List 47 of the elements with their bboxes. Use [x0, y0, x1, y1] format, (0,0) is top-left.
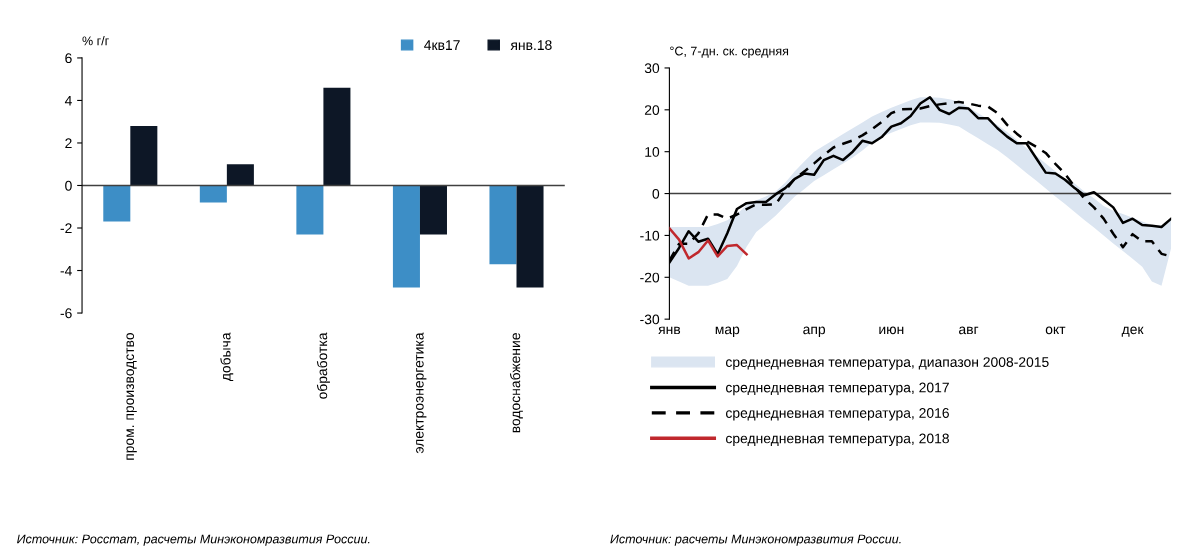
y-tick-label: 4: [64, 95, 72, 106]
y-tick-label: -20: [640, 272, 660, 283]
line-series: [669, 227, 748, 260]
bar: [130, 125, 158, 186]
legend-label: среднедневная температура, 2016: [726, 408, 949, 421]
legend-label: янв.18: [510, 40, 552, 51]
y-tick-label: 20: [644, 105, 660, 115]
bar: [199, 185, 227, 203]
x-tick-label: электроэнергетика: [416, 332, 427, 454]
text: Источник: Росстат, расчеты Минэкономразвития России.: [17, 534, 370, 546]
text: Источник: расчеты Минэкономразвития России.: [610, 534, 901, 546]
y-tick-label: -2: [60, 223, 72, 234]
y-tick-label: -6: [60, 308, 72, 319]
legend-label: среднедневная температура, 2017: [726, 382, 949, 396]
x-tick-label: июн: [879, 326, 904, 335]
y-axis-title: % г/г: [82, 36, 109, 46]
x-tick-label: обработка: [316, 332, 330, 399]
legend-label: среднедневная температура, 2018: [726, 433, 949, 447]
x-tick-label: авг: [959, 326, 979, 335]
y-tick-label: 6: [65, 53, 72, 64]
y-axis-title: °C, 7-дн. ск. средняя: [670, 46, 789, 58]
x-tick-label: мар: [715, 326, 740, 337]
legend-label: 4кв17: [424, 40, 460, 50]
x-tick-label: добыча: [220, 332, 234, 382]
x-tick-label: окт: [1045, 326, 1066, 335]
bar: [323, 87, 351, 186]
y-tick-label: 0: [65, 180, 72, 191]
legend-label: среднедневная температура, диапазон 2008-2015: [726, 357, 1049, 370]
bar: [516, 185, 544, 288]
y-tick-label: 10: [645, 147, 660, 157]
bar: [103, 185, 131, 222]
x-tick-label: дек: [1121, 326, 1144, 337]
y-tick-label: 30: [644, 63, 660, 74]
bar: [419, 185, 447, 235]
bar: [296, 185, 324, 235]
y-tick-label: -30: [640, 314, 660, 325]
y-tick-label: 2: [65, 138, 72, 148]
x-tick-label: апр: [803, 326, 826, 337]
y-tick-label: -4: [60, 265, 72, 276]
bar: [392, 185, 420, 288]
y-tick-label: 0: [652, 188, 660, 199]
bar: [226, 164, 254, 186]
x-tick-label: пром. производство: [126, 333, 137, 460]
x-tick-label: водоснабжение: [509, 333, 523, 433]
y-tick-label: -10: [640, 230, 660, 241]
x-tick-label: янв: [658, 326, 681, 335]
bar: [489, 185, 517, 265]
